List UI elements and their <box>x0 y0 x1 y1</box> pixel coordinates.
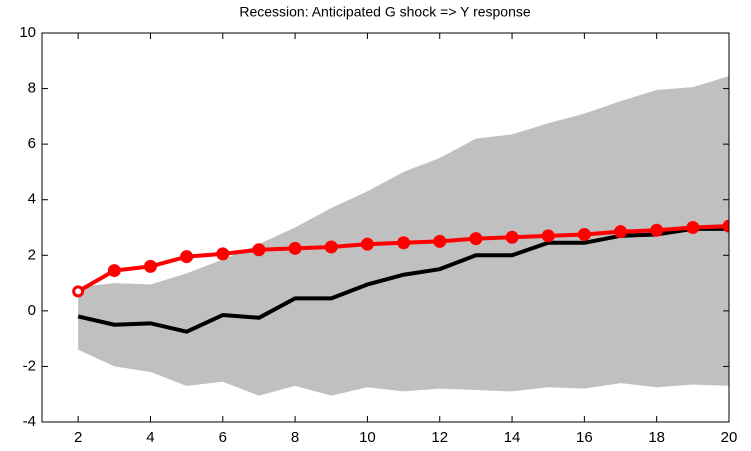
marker <box>650 223 664 237</box>
marker <box>397 236 411 250</box>
marker <box>180 250 194 264</box>
plot-frame <box>41 32 730 423</box>
marker <box>469 232 483 246</box>
x-tick-label: 20 <box>721 429 738 446</box>
y-tick-label: 8 <box>28 80 36 97</box>
x-tick-label: 2 <box>74 429 82 446</box>
y-tick-label: 0 <box>28 302 36 319</box>
x-tick-label: 12 <box>431 429 448 446</box>
marker <box>577 227 591 241</box>
y-tick-label: 10 <box>19 24 36 41</box>
marker <box>541 229 555 243</box>
marker <box>686 221 700 234</box>
marker <box>324 240 338 254</box>
marker <box>288 241 302 255</box>
y-tick-label: 4 <box>28 191 36 208</box>
marker <box>216 247 230 261</box>
x-tick-label: 14 <box>504 429 521 446</box>
marker <box>505 230 519 244</box>
x-tick-label: 8 <box>291 429 299 446</box>
marker <box>722 219 729 233</box>
y-tick-label: -2 <box>23 357 36 374</box>
x-tick-label: 6 <box>219 429 227 446</box>
marker <box>72 285 85 298</box>
marker <box>433 234 447 248</box>
y-tick-label: 2 <box>28 246 36 263</box>
x-tick-label: 4 <box>146 429 154 446</box>
marker <box>143 259 157 273</box>
marker <box>614 225 628 239</box>
y-tick-label: -4 <box>23 413 36 430</box>
x-tick-label: 10 <box>359 429 376 446</box>
x-tick-label: 18 <box>648 429 665 446</box>
marker <box>252 243 266 257</box>
y-tick-label: 6 <box>28 135 36 152</box>
chart-title: Recession: Anticipated G shock => Y resp… <box>239 4 531 20</box>
marker <box>360 237 374 251</box>
x-tick-label: 16 <box>576 429 593 446</box>
marker <box>107 264 121 278</box>
